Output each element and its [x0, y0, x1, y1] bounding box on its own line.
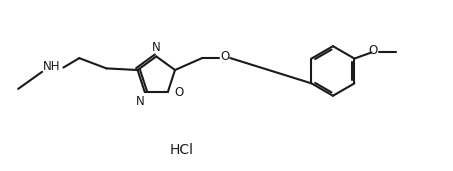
Text: O: O: [220, 50, 229, 63]
Text: O: O: [174, 86, 184, 98]
Text: O: O: [369, 43, 378, 57]
Text: HCl: HCl: [169, 143, 193, 157]
Text: N: N: [152, 41, 161, 54]
Text: N: N: [136, 95, 145, 108]
Text: NH: NH: [43, 60, 61, 73]
